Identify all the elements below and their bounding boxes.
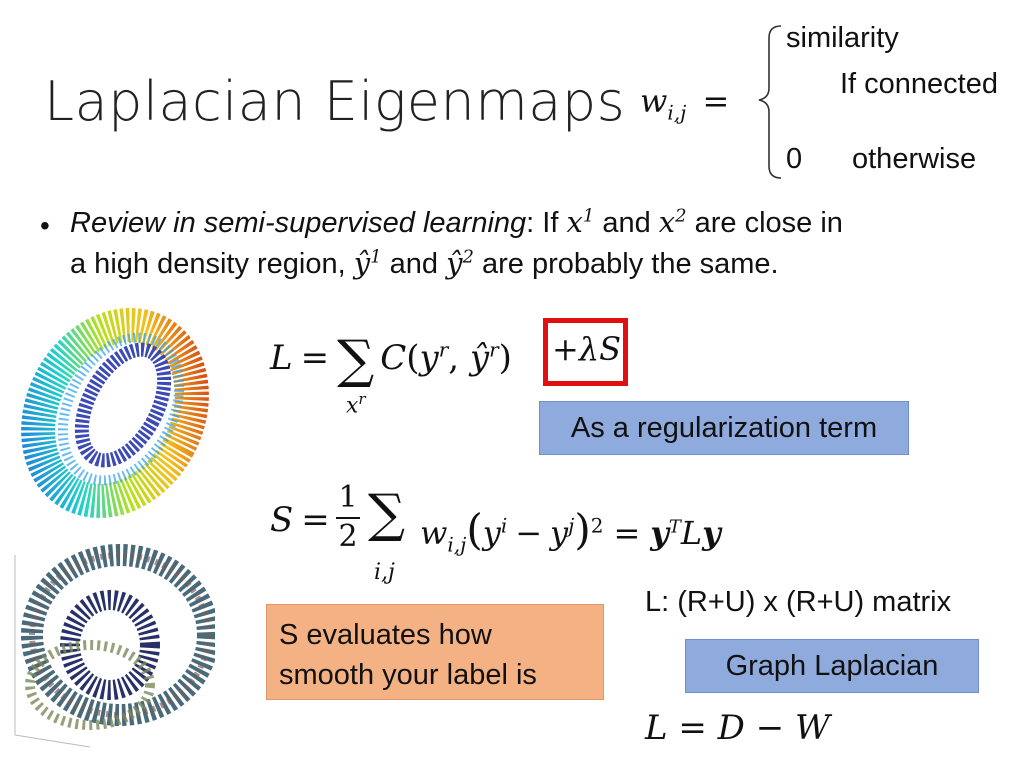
swiss-roll-image [21,308,209,518]
case2-condition: otherwise [852,143,977,175]
equation-laplacian: L = D − W [645,708,830,748]
regularizer-term: +λS [552,330,622,368]
case1-condition: If connected [840,68,998,100]
bullet-line-1: Review in semi-supervised learning: If x… [70,205,843,239]
regularization-label: As a regularization term [539,401,909,455]
fraction-half: 1 2 [336,480,360,554]
bullet-line-2: a high density region, ŷ1 and ŷ2 are pro… [70,246,779,280]
smoothness-body: wi,j(yi − yj)2 = yTLy [420,505,721,557]
bullet-marker: • [40,210,50,241]
sum-symbol-2: ∑ [368,484,406,544]
sum-subscript-2: i,j [374,560,395,585]
sum-subscript: xr [346,390,366,419]
piecewise-brace [758,25,782,179]
smoothness-explanation: S evaluates how smooth your label is [266,604,604,700]
case1-value: similarity [786,22,899,54]
matrix-size-note: L: (R+U) x (R+U) matrix [645,586,952,618]
graph-laplacian-label: Graph Laplacian [685,639,979,693]
weight-lhs: wi,j = [640,82,730,125]
case2-value: 0 [786,143,803,175]
equation-smoothness: S = [270,500,330,540]
equation-loss: L = ∑ C(yr, ŷr) [270,330,512,390]
regularizer-highlight [543,318,628,386]
slide-title: Laplacian Eigenmaps [44,70,626,133]
neighborhood-graph-image [14,544,215,748]
